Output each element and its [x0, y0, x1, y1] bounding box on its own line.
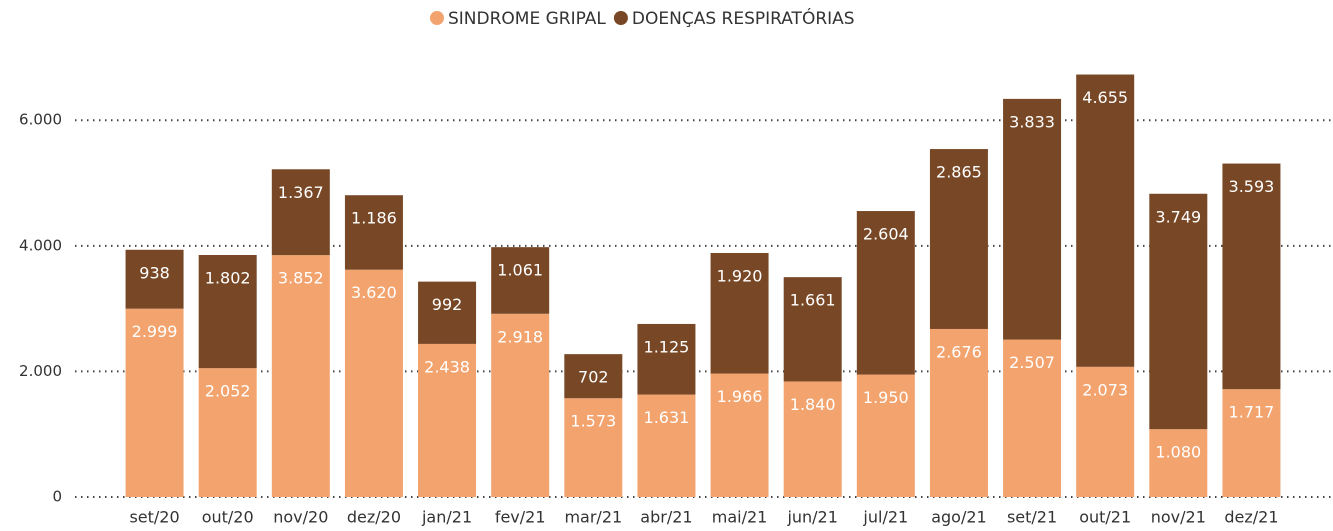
bar-segment [271, 255, 330, 497]
data-label: 1.080 [1155, 443, 1201, 462]
x-tick-label: nov/20 [273, 508, 328, 527]
bar-segment [418, 281, 477, 344]
data-label: 2.604 [863, 225, 909, 244]
bar-segment [929, 328, 988, 497]
bar-segment [198, 254, 257, 369]
bar-segment [491, 313, 550, 497]
data-label: 938 [139, 263, 170, 282]
data-label: 3.852 [278, 269, 324, 288]
bar-segment [1003, 339, 1062, 497]
x-tick-label: mai/21 [712, 508, 768, 527]
data-label: 1.573 [570, 412, 616, 431]
data-label: 1.186 [351, 209, 397, 228]
x-tick-label: jul/21 [862, 508, 908, 527]
data-label: 2.918 [497, 327, 543, 346]
bar-segment [564, 398, 623, 497]
bar-segment [856, 374, 915, 497]
data-label: 3.593 [1229, 177, 1275, 196]
legend-marker [613, 11, 628, 25]
bar-segment [710, 252, 769, 374]
x-tick-label: set/20 [129, 508, 179, 527]
x-tick-label: dez/20 [347, 508, 401, 527]
data-label: 1.061 [497, 261, 543, 280]
legend-marker [430, 11, 444, 25]
data-label: 992 [432, 295, 463, 314]
bar-segment [710, 373, 769, 497]
data-label: 1.717 [1229, 403, 1275, 422]
data-label: 2.438 [424, 357, 470, 376]
x-tick-label: mar/21 [564, 508, 622, 527]
legend [430, 11, 628, 25]
bar-segment [783, 277, 842, 382]
x-tick-label: fev/21 [495, 508, 546, 527]
bar-segment [125, 308, 184, 497]
bar-segment [198, 368, 257, 497]
x-tick-label: set/21 [1007, 508, 1057, 527]
y-tick-label: 2.000 [19, 362, 62, 380]
data-label: 2.999 [132, 322, 178, 341]
legend-label: SINDROME GRIPAL [448, 9, 606, 29]
x-tick-label: nov/21 [1151, 508, 1206, 527]
bar-segment [1149, 193, 1208, 430]
x-tick-label: abr/21 [640, 508, 692, 527]
bar-segment [564, 354, 623, 399]
x-tick-label: jun/21 [786, 508, 837, 527]
bar-segment [344, 195, 403, 270]
bar-segment [637, 394, 696, 497]
bar-segment [1222, 163, 1281, 390]
legend-label: DOENÇAS RESPIRATÓRIAS [632, 7, 855, 29]
bar-segment [856, 211, 915, 375]
data-label: 2.865 [936, 163, 982, 182]
bar-segment [418, 343, 477, 497]
x-tick-label: dez/21 [1224, 508, 1278, 527]
data-label: 3.620 [351, 283, 397, 302]
bar-segment [1222, 389, 1281, 497]
data-label: 1.840 [790, 395, 836, 414]
data-label: 1.367 [278, 183, 324, 202]
data-label: 2.507 [1009, 353, 1055, 372]
data-label: 4.655 [1082, 88, 1128, 107]
y-tick-label: 4.000 [19, 236, 62, 254]
x-tick-label: out/21 [1079, 508, 1131, 527]
data-label: 1.802 [205, 268, 251, 287]
data-label: 1.125 [644, 337, 690, 356]
bar-segment [1003, 98, 1062, 340]
bar-segment [125, 249, 184, 309]
bar-segment [637, 323, 696, 395]
y-tick-label: 6.000 [19, 111, 62, 129]
data-label: 1.950 [863, 388, 909, 407]
data-label: 3.749 [1155, 207, 1201, 226]
data-label: 1.631 [644, 408, 690, 427]
bar-segment [783, 381, 842, 497]
bar-segment [1076, 74, 1135, 367]
bar-segment [271, 169, 330, 256]
data-label: 1.966 [717, 387, 763, 406]
data-label: 2.676 [936, 342, 982, 361]
x-tick-label: jan/21 [421, 508, 472, 527]
bar-segment [344, 269, 403, 497]
data-label: 2.052 [205, 382, 251, 401]
x-tick-label: ago/21 [931, 508, 987, 527]
data-label: 1.920 [717, 266, 763, 285]
data-label: 2.073 [1082, 380, 1128, 399]
x-tick-label: out/20 [202, 508, 254, 527]
bar-segment [929, 149, 988, 329]
data-label: 702 [578, 368, 609, 387]
bar-segment [491, 247, 550, 314]
data-label: 1.661 [790, 291, 836, 310]
y-tick-label: 0 [52, 488, 62, 506]
data-label: 3.833 [1009, 112, 1055, 131]
bar-segment [1076, 366, 1135, 497]
bar-segment [1149, 429, 1208, 497]
